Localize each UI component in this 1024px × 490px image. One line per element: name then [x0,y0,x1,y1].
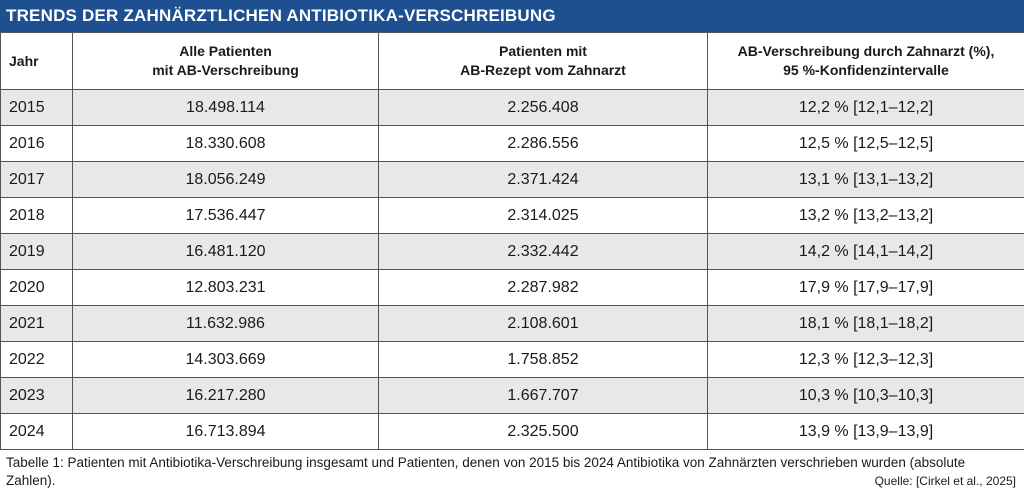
cell-year: 2016 [1,126,73,162]
cell-all-patients: 17.536.447 [73,198,379,234]
cell-dentist-patients: 1.667.707 [379,378,708,414]
table-caption: Tabelle 1: Patienten mit Antibiotika-Ver… [0,450,1024,490]
cell-dentist-patients: 2.108.601 [379,306,708,342]
cell-dentist-patients: 2.256.408 [379,90,708,126]
cell-dentist-patients: 2.325.500 [379,414,708,450]
cell-dentist-patients: 2.332.442 [379,234,708,270]
cell-percentage: 18,1 % [18,1–18,2] [708,306,1024,342]
cell-percentage: 12,3 % [12,3–12,3] [708,342,1024,378]
cell-year: 2023 [1,378,73,414]
cell-dentist-patients: 2.371.424 [379,162,708,198]
cell-dentist-patients: 1.758.852 [379,342,708,378]
cell-year: 2018 [1,198,73,234]
cell-percentage: 13,2 % [13,2–13,2] [708,198,1024,234]
cell-percentage: 13,9 % [13,9–13,9] [708,414,1024,450]
cell-year: 2017 [1,162,73,198]
header-percentage: AB-Verschreibung durch Zahnarzt (%),95 %… [708,33,1024,90]
table-title: TRENDS DER ZAHNÄRZTLICHEN ANTIBIOTIKA-VE… [0,0,1024,32]
cell-year: 2022 [1,342,73,378]
caption-text: Tabelle 1: Patienten mit Antibiotika-Ver… [6,454,1018,490]
cell-year: 2024 [1,414,73,450]
cell-dentist-patients: 2.287.982 [379,270,708,306]
header-year: Jahr [1,33,73,90]
cell-all-patients: 18.330.608 [73,126,379,162]
cell-year: 2015 [1,90,73,126]
cell-all-patients: 16.713.894 [73,414,379,450]
cell-all-patients: 16.481.120 [73,234,379,270]
cell-percentage: 17,9 % [17,9–17,9] [708,270,1024,306]
cell-percentage: 10,3 % [10,3–10,3] [708,378,1024,414]
cell-percentage: 12,5 % [12,5–12,5] [708,126,1024,162]
cell-percentage: 14,2 % [14,1–14,2] [708,234,1024,270]
cell-dentist-patients: 2.286.556 [379,126,708,162]
cell-all-patients: 18.056.249 [73,162,379,198]
source-note: Quelle: [Cirkel et al., 2025] [875,472,1016,490]
cell-percentage: 13,1 % [13,1–13,2] [708,162,1024,198]
cell-year: 2020 [1,270,73,306]
cell-all-patients: 14.303.669 [73,342,379,378]
cell-year: 2021 [1,306,73,342]
cell-all-patients: 18.498.114 [73,90,379,126]
cell-all-patients: 12.803.231 [73,270,379,306]
cell-year: 2019 [1,234,73,270]
cell-all-patients: 16.217.280 [73,378,379,414]
cell-dentist-patients: 2.314.025 [379,198,708,234]
cell-all-patients: 11.632.986 [73,306,379,342]
cell-percentage: 12,2 % [12,1–12,2] [708,90,1024,126]
